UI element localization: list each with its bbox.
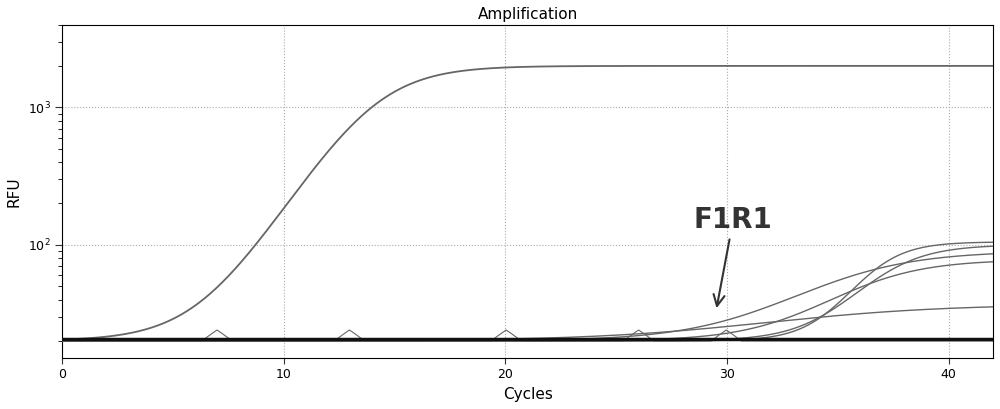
Text: F1R1: F1R1: [694, 206, 773, 306]
Title: Amplification: Amplification: [478, 7, 578, 22]
Y-axis label: RFU: RFU: [7, 176, 22, 207]
X-axis label: Cycles: Cycles: [503, 387, 553, 402]
